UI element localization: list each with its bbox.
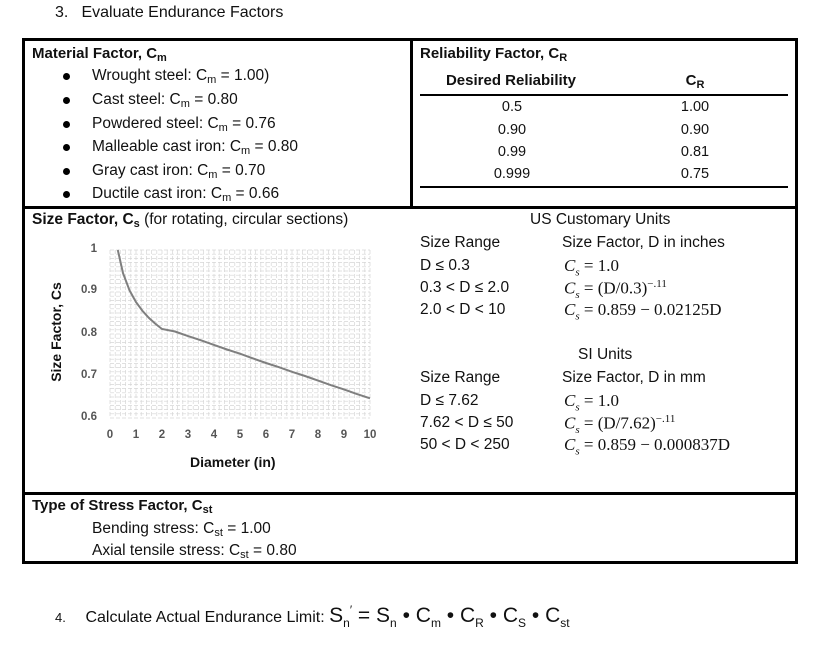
x-tick-label: 5	[236, 429, 244, 441]
chart-series-line	[116, 249, 371, 400]
table-divider-row1	[22, 206, 798, 209]
step-title: Calculate Actual Endurance Limit:	[85, 609, 330, 626]
us-factor-header: Size Factor, D in inches	[562, 234, 725, 251]
endurance-equation: Sn′ = Sn • Cm • CR • CS • Cst	[329, 603, 570, 631]
reliability-bottom-rule	[420, 186, 788, 188]
us-formula: Cs = 1.0	[564, 256, 619, 279]
chart-svg	[109, 249, 371, 419]
chart-grid	[109, 249, 371, 419]
x-tick-label: 9	[340, 429, 348, 441]
y-tick-label: 0.6	[81, 411, 97, 423]
us-units-title: US Customary Units	[530, 211, 671, 228]
table-cell: 0.90	[497, 122, 527, 138]
list-item: Powdered steel: Cm = 0.76	[63, 115, 276, 134]
us-formula: Cs = 0.859 − 0.02125D	[564, 300, 722, 323]
x-tick-label: 3	[184, 429, 192, 441]
material-factor-title: Material Factor, Cm	[32, 45, 167, 64]
step-4-heading: 4. Calculate Actual Endurance Limit: Sn′…	[55, 603, 570, 630]
step-title: Evaluate Endurance Factors	[81, 4, 284, 21]
list-item: Malleable cast iron: Cm = 0.80	[63, 138, 298, 157]
y-tick-label: 1	[90, 243, 97, 255]
si-factor-header: Size Factor, D in mm	[562, 369, 706, 386]
si-range-header: Size Range	[420, 369, 501, 386]
y-axis-label: Size Factor, Cs	[48, 282, 64, 382]
list-item: Gray cast iron: Cm = 0.70	[63, 162, 265, 181]
y-tick-label: 0.8	[81, 327, 97, 339]
si-range: 7.62 < D ≤ 50	[420, 414, 514, 431]
list-item: Cast steel: Cm = 0.80	[63, 91, 238, 110]
step-number: 3.	[55, 4, 69, 21]
size-factor-title: Size Factor, Cs (for rotating, circular …	[32, 211, 349, 230]
bullet-icon	[63, 168, 70, 175]
y-tick-label: 0.7	[81, 369, 97, 381]
table-cell: 0.75	[680, 166, 710, 182]
si-formula: Cs = 0.859 − 0.000837D	[564, 435, 731, 458]
table-cell: 0.999	[493, 166, 531, 182]
us-range-header: Size Range	[420, 234, 501, 251]
y-tick-label: 0.9	[81, 284, 97, 296]
step-number: 4.	[55, 610, 66, 625]
bullet-icon	[63, 144, 70, 151]
cr-col-header: CR	[685, 72, 705, 91]
step-3-heading: 3. Evaluate Endurance Factors	[55, 4, 283, 22]
si-range: 50 < D < 250	[420, 436, 510, 453]
x-tick-label: 10	[363, 429, 377, 441]
list-item: Bending stress: Cst = 1.00	[92, 520, 271, 539]
table-cell: 0.5	[501, 99, 523, 115]
x-tick-label: 8	[314, 429, 322, 441]
x-tick-label: 4	[210, 429, 218, 441]
reliability-header-rule	[420, 94, 788, 96]
list-item: Ductile cast iron: Cm = 0.66	[63, 185, 279, 204]
si-formula: Cs = 1.0	[564, 391, 619, 414]
us-range: 2.0 < D < 10	[420, 301, 506, 318]
x-tick-label: 2	[158, 429, 166, 441]
x-tick-label: 7	[288, 429, 296, 441]
bullet-icon	[63, 121, 70, 128]
table-cell: 1.00	[680, 99, 710, 115]
table-cell: 0.90	[680, 122, 710, 138]
list-item: Axial tensile stress: Cst = 0.80	[92, 542, 297, 561]
table-divider-row2	[22, 492, 798, 495]
stress-factor-title: Type of Stress Factor, Cst	[32, 497, 213, 516]
x-axis-label: Diameter (in)	[190, 454, 276, 470]
si-units-title: SI Units	[578, 346, 633, 363]
reliability-factor-title: Reliability Factor, CR	[420, 45, 568, 64]
table-cell: 0.81	[680, 144, 710, 160]
list-item: Wrought steel: Cm = 1.00)	[63, 67, 269, 86]
si-range: D ≤ 7.62	[420, 392, 479, 409]
x-tick-label: 6	[262, 429, 270, 441]
si-formula: Cs = (D/7.62)−.11	[564, 413, 676, 437]
bullet-icon	[63, 191, 70, 198]
us-formula: Cs = (D/0.3)−.11	[564, 278, 667, 302]
size-factor-chart: 1 0.9 0.8 0.7 0.6 0 1 2 3 4 5 6 7 8 9 10…	[30, 232, 390, 482]
bullet-icon	[63, 97, 70, 104]
us-range: D ≤ 0.3	[420, 257, 470, 274]
x-tick-label: 0	[106, 429, 114, 441]
us-range: 0.3 < D ≤ 2.0	[420, 279, 510, 296]
reliability-col-header: Desired Reliability	[445, 72, 577, 89]
table-cell: 0.99	[497, 144, 527, 160]
x-tick-label: 1	[132, 429, 140, 441]
table-divider-vertical	[410, 38, 413, 209]
bullet-icon	[63, 73, 70, 80]
